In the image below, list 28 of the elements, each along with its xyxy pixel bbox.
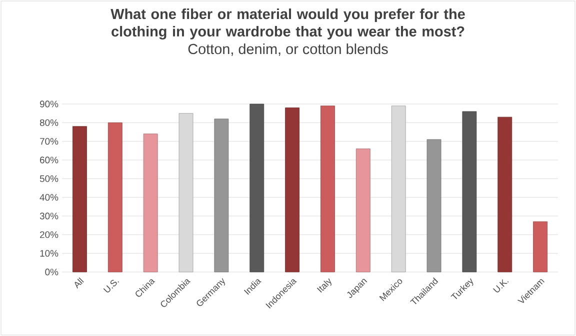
- x-tick-label: All: [74, 277, 84, 289]
- chart-subtitle: Cotton, denim, or cotton blends: [188, 44, 388, 56]
- x-tick-label: U.S.: [103, 280, 119, 292]
- bar: [356, 148, 370, 272]
- y-tick-label: 60%: [40, 156, 58, 164]
- y-tick-label: 50%: [40, 175, 58, 182]
- bar: [498, 116, 512, 272]
- y-tick-label: 40%: [40, 194, 58, 201]
- bar: [426, 139, 442, 272]
- y-tick-label: 30%: [40, 212, 58, 220]
- bar: [108, 122, 122, 272]
- y-tick-label: 70%: [40, 138, 58, 145]
- bar: [214, 118, 229, 272]
- bar: [320, 106, 335, 272]
- x-tick-label: Italy: [316, 278, 332, 293]
- x-tick-label: U.K.: [493, 279, 509, 292]
- bar: [533, 221, 548, 272]
- y-tick-label: 80%: [40, 119, 58, 126]
- y-tick-label: 20%: [40, 231, 58, 238]
- y-tick-label: 0%: [45, 268, 58, 276]
- bar: [143, 134, 158, 272]
- chart-title: What one fiber or material would you prefer for the clothing in your wardrobe that you wear the most?: [110, 8, 465, 40]
- bar: [250, 104, 264, 272]
- bar: [285, 108, 300, 272]
- bar: [462, 111, 477, 272]
- y-tick-label: 10%: [40, 250, 58, 257]
- bar: [72, 126, 87, 272]
- y-tick-label: 90%: [40, 100, 58, 108]
